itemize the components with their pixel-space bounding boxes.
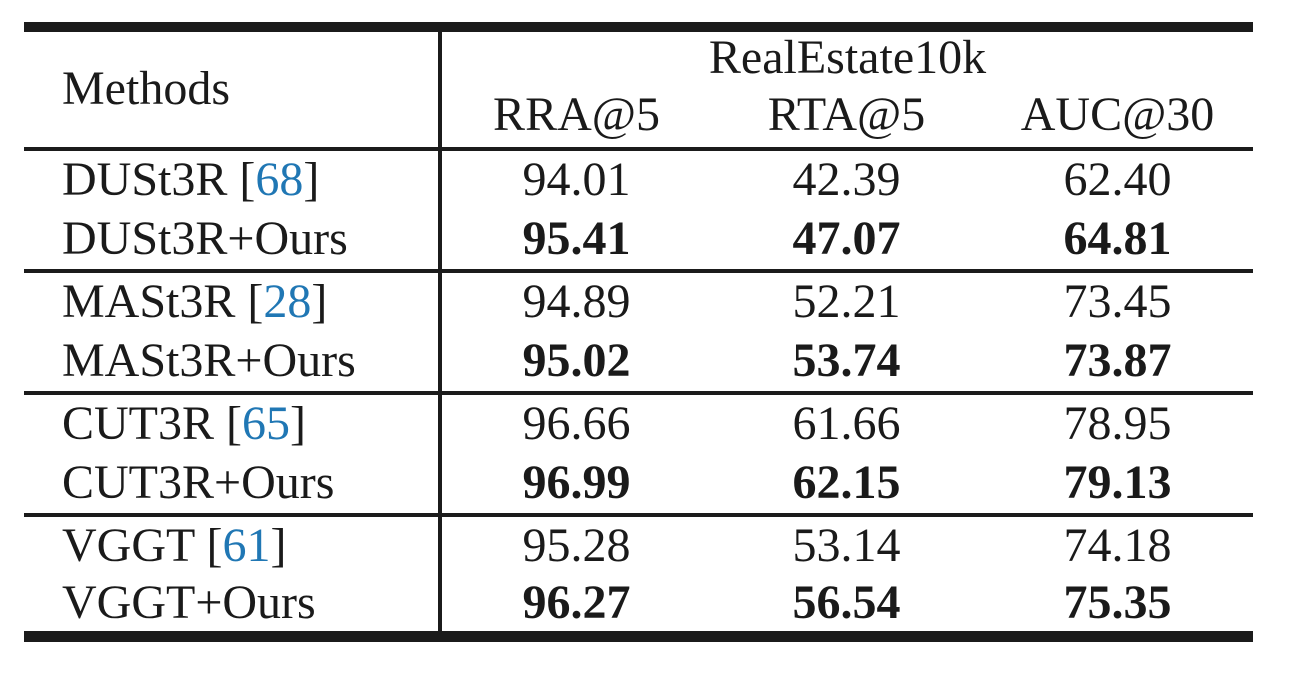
value-cell: 73.45	[982, 268, 1254, 332]
citation-link[interactable]: 68	[255, 152, 304, 206]
value-cell: 74.18	[982, 512, 1254, 576]
citation-bracket: ]	[311, 274, 328, 328]
table-row: DUSt3R+Ours 95.41 47.07 64.81	[24, 209, 1253, 271]
citation-bracket: ]	[270, 518, 287, 572]
method-cell: MASt3R+Ours	[24, 331, 442, 393]
dataset-name-header: RealEstate10k	[708, 31, 987, 84]
citation-link[interactable]: 61	[222, 518, 271, 572]
value-cell: 94.01	[440, 146, 711, 210]
value-cell: 64.81	[1063, 211, 1172, 265]
value-cell: 96.27	[522, 576, 631, 630]
method-name: VGGT+Ours	[62, 576, 316, 630]
table-row: VGGT [61] 95.28 53.14 74.18	[24, 512, 1254, 576]
column-header-rra5: RRA@5	[493, 88, 660, 142]
method-name: MASt3R [	[62, 274, 264, 328]
method-name: DUSt3R [	[62, 152, 256, 206]
table-row: MASt3R+Ours 95.02 53.74 73.87	[24, 331, 1253, 393]
value-cell: 95.41	[522, 211, 631, 265]
methods-column-header: Methods	[24, 27, 442, 149]
method-cell: MASt3R [28]	[24, 268, 442, 332]
value-cell: 96.99	[522, 455, 631, 509]
column-header-auc30: AUC@30	[1020, 88, 1215, 142]
method-cell: VGGT [61]	[24, 512, 442, 576]
value-cell: 96.66	[440, 390, 711, 454]
value-cell: 95.28	[440, 512, 711, 576]
method-name: MASt3R+Ours	[62, 333, 356, 387]
value-cell: 56.54	[792, 576, 901, 630]
method-cell: CUT3R+Ours	[24, 453, 442, 515]
value-cell: 47.07	[792, 211, 901, 265]
value-cell: 78.95	[982, 390, 1254, 454]
value-cell: 62.15	[792, 455, 901, 509]
table-row: CUT3R+Ours 96.99 62.15 79.13	[24, 453, 1253, 515]
method-cell: VGGT+Ours	[24, 575, 442, 637]
citation-bracket: ]	[303, 152, 320, 206]
value-cell: 75.35	[1063, 576, 1172, 630]
table-header: Methods RealEstate10k RRA@5 RTA@5 AUC@30	[24, 27, 1253, 149]
table-body: DUSt3R [68] 94.01 42.39 62.40 DUSt3R+Our…	[24, 146, 1254, 637]
value-cell: 61.66	[711, 390, 982, 454]
value-cell: 53.14	[711, 512, 982, 576]
value-cell: 94.89	[440, 268, 711, 332]
value-cell: 53.74	[792, 333, 901, 387]
method-name: CUT3R [	[62, 396, 242, 450]
column-header-rta5: RTA@5	[767, 88, 926, 142]
method-cell: DUSt3R [68]	[24, 146, 442, 210]
method-name: DUSt3R+Ours	[62, 211, 348, 265]
method-name: CUT3R+Ours	[62, 455, 335, 509]
results-table: Methods RealEstate10k RRA@5 RTA@5 AUC@30…	[24, 22, 1254, 643]
table-row: VGGT+Ours 96.27 56.54 75.35	[24, 575, 1253, 637]
method-cell: DUSt3R+Ours	[24, 209, 442, 271]
table-row: DUSt3R [68] 94.01 42.39 62.40	[24, 146, 1254, 210]
value-cell: 62.40	[982, 146, 1254, 210]
metric-header-row: RRA@5 RTA@5 AUC@30	[24, 85, 1253, 149]
dataset-header-row: Methods RealEstate10k	[24, 27, 1253, 149]
method-cell: CUT3R [65]	[24, 390, 442, 454]
citation-link[interactable]: 28	[263, 274, 312, 328]
citation-link[interactable]: 65	[242, 396, 290, 450]
value-cell: 52.21	[711, 268, 982, 332]
value-cell: 95.02	[522, 333, 631, 387]
table-row: CUT3R [65] 96.66 61.66 78.95	[24, 390, 1254, 454]
value-cell: 73.87	[1063, 333, 1172, 387]
citation-bracket: ]	[290, 396, 306, 450]
results-table-container: Methods RealEstate10k RRA@5 RTA@5 AUC@30…	[24, 22, 1254, 643]
value-cell: 42.39	[711, 146, 982, 210]
method-name: VGGT [	[62, 518, 223, 572]
table-row: MASt3R [28] 94.89 52.21 73.45	[24, 268, 1254, 332]
value-cell: 79.13	[1063, 455, 1172, 509]
